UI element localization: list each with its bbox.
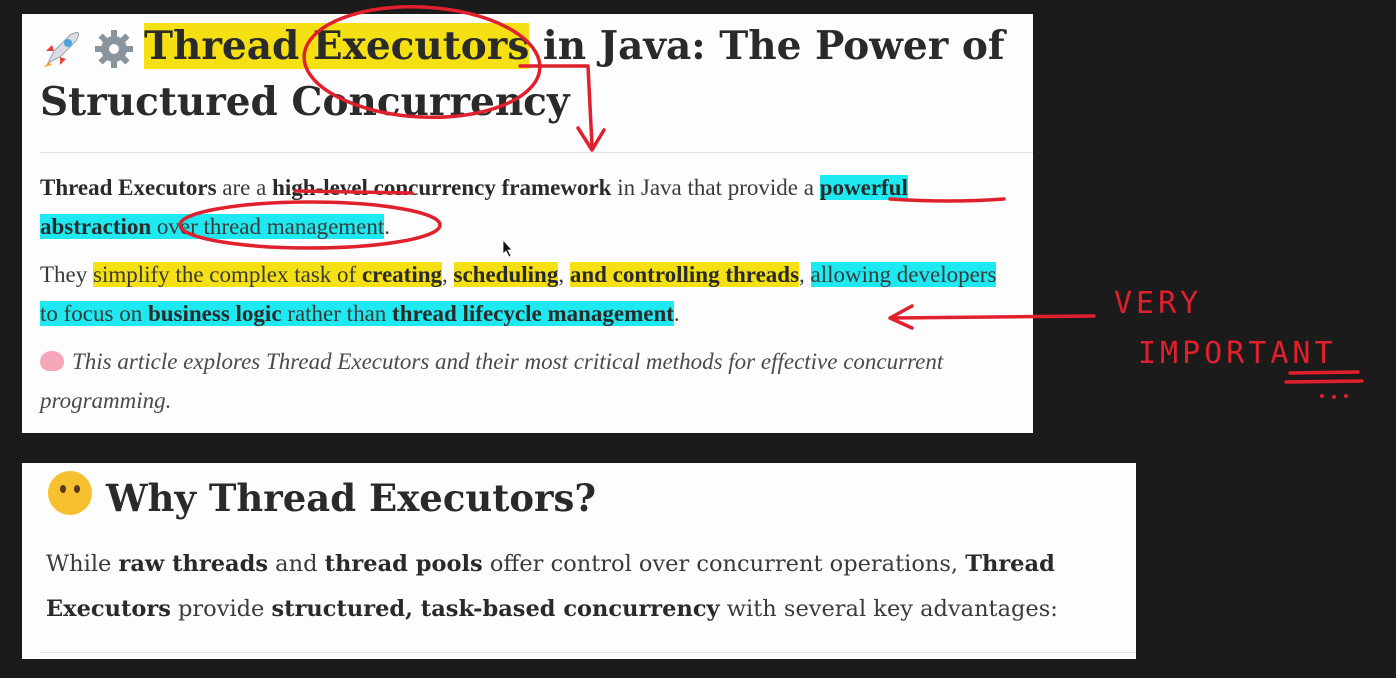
section-heading: Why Thread Executors? xyxy=(48,469,596,527)
annotation-important: IMPORTANT xyxy=(1138,336,1337,371)
title-word-thread: Thread xyxy=(144,23,300,69)
annotation-dot xyxy=(1320,394,1324,398)
annotation-very: VERY xyxy=(1114,286,1202,321)
annotation-dot xyxy=(1344,394,1348,398)
gear-icon xyxy=(92,27,136,71)
title-word-executors: Executors xyxy=(312,23,530,69)
section-paragraph: While raw threads and thread pools offer… xyxy=(46,551,1058,622)
thread-lifecycle-highlight: thread lifecycle management xyxy=(392,300,674,326)
annotation-dot xyxy=(1332,395,1336,399)
rocket-icon xyxy=(40,27,84,71)
intro-paragraph: Thread Executors are a high-level concur… xyxy=(40,175,908,239)
article-title: Thread Executors in Java: The Power of S… xyxy=(40,18,1020,130)
article-card: Thread Executors in Java: The Power of S… xyxy=(22,14,1033,433)
brain-icon xyxy=(40,351,64,371)
section-divider xyxy=(40,652,1136,653)
thinking-face-icon xyxy=(48,471,92,515)
title-divider xyxy=(40,152,1033,153)
thread-management-highlight: over thread management xyxy=(151,213,385,239)
section-card: Why Thread Executors? While raw threads … xyxy=(22,463,1136,659)
underline-important xyxy=(1284,370,1364,384)
article-note: This article explores Thread Executors a… xyxy=(40,349,944,413)
second-paragraph: They simplify the complex task of creati… xyxy=(40,262,997,326)
